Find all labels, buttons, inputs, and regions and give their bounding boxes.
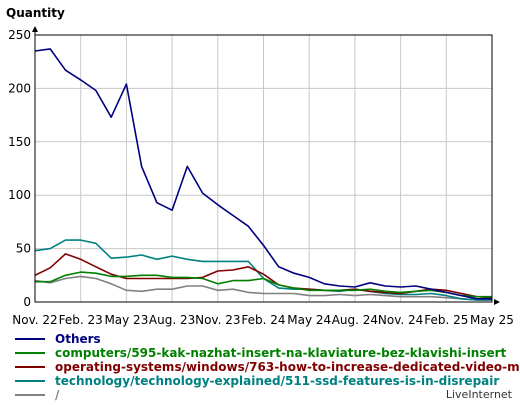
legend-swatch [15, 352, 45, 354]
y-tick-label: 200 [8, 81, 31, 95]
series-line-0 [34, 48, 492, 300]
y-tick-label: 0 [23, 295, 31, 309]
legend-label: technology/technology-explained/511-ssd-… [55, 374, 500, 388]
legend-swatch [15, 380, 45, 382]
legend-swatch [15, 394, 45, 396]
x-tick-label: Nov. 22 [12, 313, 57, 327]
x-tick-label: Feb. 24 [241, 313, 285, 327]
x-tick-label: Nov. 24 [378, 313, 423, 327]
legend-label: Others [55, 332, 101, 346]
x-tick-label: Nov. 23 [195, 313, 240, 327]
legend-item: / [15, 388, 520, 402]
legend-swatch [15, 366, 45, 368]
y-tick-label: 150 [8, 135, 31, 149]
legend-label: / [55, 388, 60, 402]
x-axis-arrow [494, 299, 500, 305]
credit-label: LiveInternet [445, 388, 512, 401]
legend-swatch [15, 338, 45, 340]
series-lines [34, 48, 493, 301]
legend-label: computers/595-kak-nazhat-insert-na-klavi… [55, 346, 507, 360]
legend-item: computers/595-kak-nazhat-insert-na-klavi… [15, 346, 520, 360]
y-tick-labels: 0 50 100 150 200 250 [8, 28, 31, 309]
x-tick-label: Aug. 23 [149, 313, 195, 327]
y-tick-label: 100 [8, 188, 31, 202]
legend-item: technology/technology-explained/511-ssd-… [15, 374, 520, 388]
y-tick-label: 250 [8, 28, 31, 42]
series-line-1 [35, 271, 492, 298]
legend: Others computers/595-kak-nazhat-insert-na… [15, 332, 520, 402]
y-axis-title: Quantity [6, 6, 65, 20]
x-tick-label: May 23 [104, 313, 148, 327]
x-tick-labels: Nov. 22 Feb. 23 May 23 Aug. 23 Nov. 23 Feb. 2… [12, 313, 514, 327]
legend-item: operating-systems/windows/763-how-to-inc… [15, 360, 520, 374]
legend-label: operating-systems/windows/763-how-to-inc… [55, 360, 520, 374]
y-axis-arrow [32, 26, 38, 32]
axes [32, 26, 500, 305]
x-tick-label: Feb. 25 [424, 313, 468, 327]
x-tick-label: May 24 [287, 313, 331, 327]
x-tick-label: Aug. 24 [332, 313, 378, 327]
grid [35, 34, 492, 302]
series-line-4 [34, 275, 492, 301]
x-tick-label: Feb. 23 [59, 313, 103, 327]
y-tick-label: 50 [16, 242, 31, 256]
x-tick-label: May 25 [470, 313, 514, 327]
legend-item: Others [15, 332, 520, 346]
